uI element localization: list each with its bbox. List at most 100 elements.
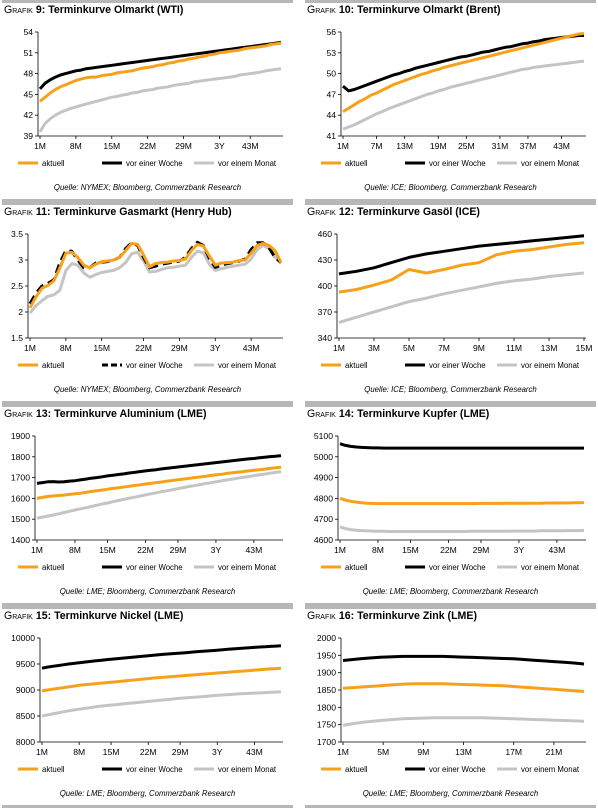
chart-number: 12 — [338, 206, 351, 218]
line-chart: 1700 1750 1800 1850 1900 1950 2000 1M 5M 9M 13M 17M… — [317, 633, 586, 774]
y-tick-label: 1900 — [317, 668, 336, 678]
series-line-aktuell — [41, 666, 282, 693]
legend-label: aktuell — [42, 765, 65, 774]
x-tick-label: 37M — [520, 141, 537, 151]
top-rule — [2, 202, 293, 205]
source-note: Quelle: ICE; Bloomberg, Commerzbank Rese… — [364, 385, 537, 394]
chart-title: Grafik 16: Terminkurve Zink (LME) — [307, 610, 477, 622]
chart-panel-15: Grafik 15: Terminkurve Nickel (LME) 8000 8… — [2, 606, 293, 808]
legend-label: aktuell — [345, 159, 368, 168]
legend-label: aktuell — [345, 563, 368, 572]
series-line-vor-einem-monat — [342, 59, 585, 131]
series-line-vor-einem-monat — [41, 690, 282, 718]
bottom-rule — [2, 199, 293, 202]
series-line-vor-einer-woche — [339, 442, 584, 450]
series-line-aktuell — [39, 41, 282, 103]
chart-title-prefix: Grafik — [307, 206, 336, 218]
x-tick-label: 8M — [60, 343, 72, 353]
chart-number: 13 — [35, 408, 48, 420]
series-line-vor-einer-woche — [338, 234, 585, 276]
y-tick-label: 41 — [326, 131, 336, 141]
x-tick-label: 15M — [103, 747, 120, 757]
x-tick-label: 15M — [103, 141, 120, 151]
x-tick-label: 17M — [505, 747, 522, 757]
y-tick-label: 1500 — [11, 514, 30, 524]
y-tick-label: 50 — [326, 69, 336, 79]
x-tick-label: 13M — [455, 747, 472, 757]
line-chart: 8000 8500 9000 9500 10000 1M 8M 15M 22M 29M 3Y 43M a… — [11, 633, 283, 774]
x-tick-label: 22M — [135, 343, 152, 353]
chart-title-prefix: Grafik — [307, 408, 336, 420]
x-tick-label: 1M — [31, 545, 43, 555]
legend-label: vor einer Woche — [126, 159, 183, 168]
x-tick-label: 25M — [458, 141, 475, 151]
y-tick-label: 1.5 — [11, 333, 23, 343]
y-tick-label: 1700 — [11, 473, 30, 483]
chart-title-prefix: Grafik — [307, 610, 336, 622]
bottom-rule — [305, 805, 596, 808]
series-line-vor-einem-monat — [342, 716, 585, 727]
y-tick-label: 48 — [23, 69, 33, 79]
y-tick-label: 1400 — [11, 535, 30, 545]
line-chart: 41 44 47 50 53 56 1M 7M 13M 19M 25M 31M 37M 43M aktuel… — [321, 27, 586, 168]
chart-title-prefix: Grafik — [4, 610, 33, 622]
x-tick-label: 8M — [70, 141, 82, 151]
top-rule — [2, 0, 293, 3]
x-tick-label: 13M — [541, 343, 558, 353]
line-chart: 1.5 2 2.5 3 3.5 1M 8M 15M 22M 29M 3Y 43M aktuell vor … — [11, 229, 283, 370]
x-tick-label: 15M — [99, 545, 116, 555]
top-rule — [305, 202, 596, 205]
line-chart: 39 42 45 48 51 54 1M 8M 15M 22M 29M 3Y 43M aktuell vor… — [18, 27, 283, 168]
x-tick-label: 29M — [170, 545, 187, 555]
y-tick-label: 45 — [23, 89, 33, 99]
legend-label: aktuell — [42, 361, 65, 370]
chart-title-separator: : — [47, 408, 55, 420]
source-note: Quelle: LME; Bloomberg, Commerzbank Rese… — [362, 789, 539, 798]
line-chart: 4600 4700 4800 4900 5000 5100 1M 8M 15M 22M 29M 3Y 4… — [314, 431, 586, 572]
legend-label: vor einer Woche — [429, 159, 486, 168]
top-rule — [2, 606, 293, 609]
chart-title-prefix: Grafik — [4, 4, 33, 16]
x-tick-label: 1M — [334, 545, 346, 555]
chart-title-text: Terminkurve Gasmarkt (Henry Hub) — [53, 206, 232, 218]
series-line-vor-einem-monat — [338, 271, 585, 324]
y-tick-label: 3.5 — [11, 229, 23, 239]
x-tick-label: 22M — [139, 141, 156, 151]
legend-label: vor einer Woche — [429, 361, 486, 370]
x-tick-label: 21M — [546, 747, 563, 757]
y-tick-label: 1750 — [317, 720, 336, 730]
x-tick-label: 9M — [417, 747, 429, 757]
top-rule — [305, 0, 596, 3]
x-tick-label: 22M — [140, 747, 157, 757]
legend-label: aktuell — [345, 361, 368, 370]
line-chart: 340 370 400 430 460 1M 3M 5M 7M 9M 11M 13M 15M aktuel… — [318, 229, 593, 370]
chart-title-text: Terminkurve Olmarkt (Brent) — [357, 4, 501, 16]
chart-title-text: Terminkurve Gasöl (ICE) — [357, 206, 480, 218]
chart-title-separator: : — [47, 610, 55, 622]
y-tick-label: 1950 — [317, 650, 336, 660]
y-tick-label: 3 — [18, 255, 23, 265]
chart-panel-12: Grafik 12: Terminkurve Gasöl (ICE) 340 370… — [305, 202, 596, 404]
x-tick-label: 15M — [402, 545, 419, 555]
legend-label: vor einer Woche — [429, 563, 486, 572]
top-rule — [305, 606, 596, 609]
x-tick-label: 5M — [403, 343, 415, 353]
chart-title-separator: : — [350, 610, 358, 622]
x-tick-label: 1M — [333, 343, 345, 353]
x-tick-label: 22M — [440, 545, 457, 555]
x-tick-label: 43M — [242, 141, 259, 151]
legend-label: vor einem Monat — [521, 563, 580, 572]
chart-title-separator: : — [47, 206, 54, 218]
series-line-aktuell — [36, 465, 282, 500]
x-tick-label: 29M — [172, 747, 189, 757]
x-tick-label: 9M — [473, 343, 485, 353]
y-tick-label: 1600 — [11, 493, 30, 503]
chart-title: Grafik 15: Terminkurve Nickel (LME) — [4, 610, 183, 622]
bottom-rule — [305, 199, 596, 202]
chart-number: 16 — [338, 610, 351, 622]
x-tick-label: 7M — [371, 141, 383, 151]
y-tick-label: 430 — [318, 255, 333, 265]
x-tick-label: 29M — [171, 343, 188, 353]
x-tick-label: 43M — [246, 545, 263, 555]
chart-panel-10: Grafik 10: Terminkurve Olmarkt (Brent) 41… — [305, 0, 596, 202]
